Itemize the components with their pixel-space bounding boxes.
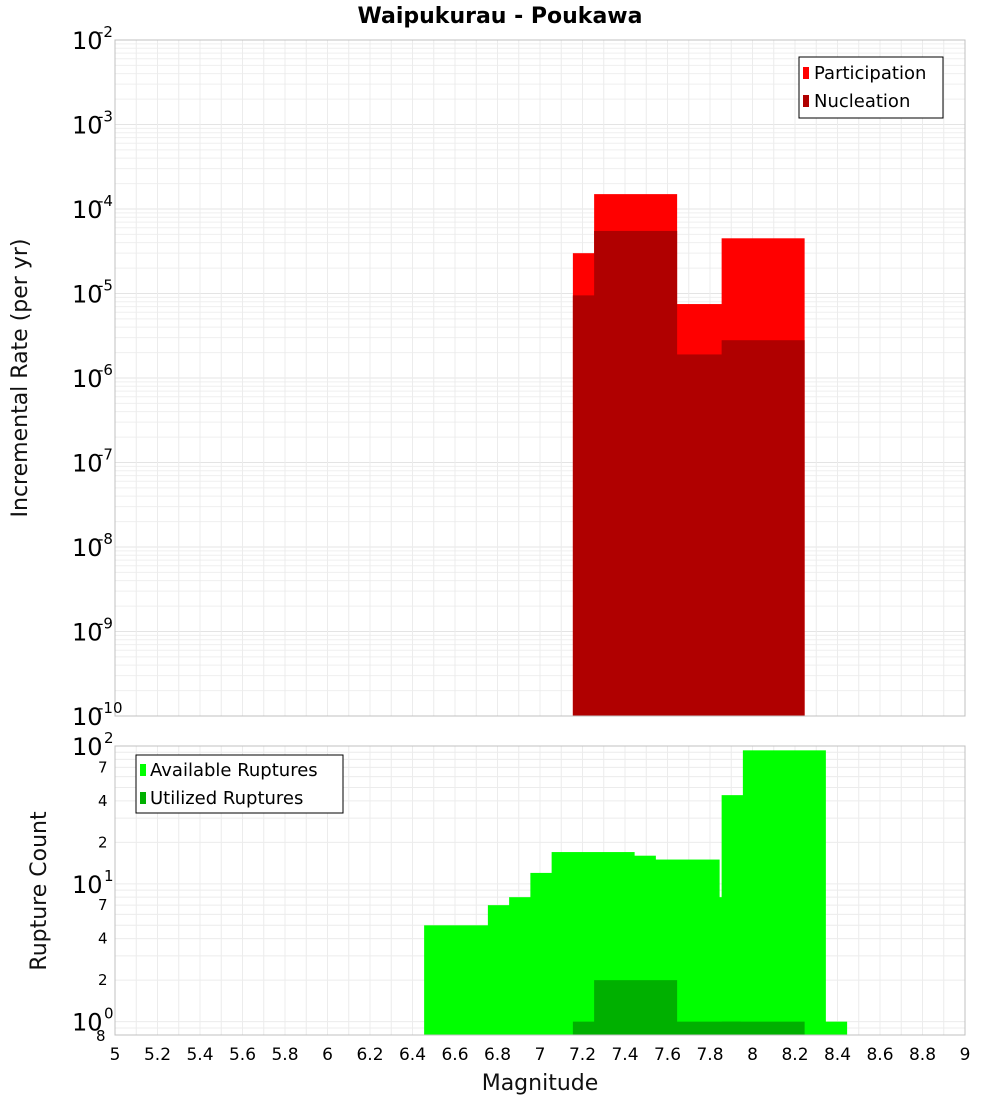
bottom-legend-box xyxy=(135,754,344,814)
bottom-legend-label: Available Ruptures xyxy=(150,760,318,781)
bottom-y-tick-base: 10 xyxy=(72,1009,103,1037)
x-tick-label: 7.4 xyxy=(611,1045,638,1065)
bottom-y-tick-exponent: 1 xyxy=(104,867,114,885)
bottom-y-tick-minor: 2 xyxy=(98,833,108,851)
top-y-tick-labels: 10-210-310-410-510-610-710-810-910-10 xyxy=(72,23,123,731)
bottom-legend-label: Utilized Ruptures xyxy=(150,788,303,809)
top-y-tick-exponent: -10 xyxy=(98,699,123,717)
x-tick-label: 8.6 xyxy=(866,1045,893,1065)
x-tick-label: 7.8 xyxy=(696,1045,723,1065)
top-bars xyxy=(572,194,805,717)
top-legend-swatch xyxy=(803,67,809,79)
top-y-tick-base: 10 xyxy=(72,534,103,562)
bottom-y-axis-title: Rupture Count xyxy=(27,811,52,971)
x-tick-label: 7.6 xyxy=(654,1045,681,1065)
chart-title: Waipukurau - Poukawa xyxy=(358,4,643,29)
top-legend-swatch xyxy=(803,95,809,107)
top-y-tick-exponent: -7 xyxy=(98,446,113,464)
bottom-y-tick-minor: 8 xyxy=(96,1027,106,1045)
x-tick-label: 8 xyxy=(747,1045,758,1065)
top-y-tick-base: 10 xyxy=(72,281,103,309)
x-tick-label: 8.8 xyxy=(909,1045,936,1065)
top-y-tick-base: 10 xyxy=(72,112,103,140)
x-axis-title: Magnitude xyxy=(482,1071,599,1096)
top-bar-nucleation xyxy=(721,340,805,716)
x-tick-label: 6.4 xyxy=(399,1045,426,1065)
x-tick-label: 5 xyxy=(110,1045,121,1065)
top-y-tick-exponent: -4 xyxy=(98,192,113,210)
x-tick-label: 8.4 xyxy=(824,1045,851,1065)
bottom-y-tick-minor: 7 xyxy=(98,758,108,776)
bottom-y-tick-exponent: 0 xyxy=(104,1005,114,1023)
bottom-bars xyxy=(424,750,848,1035)
x-tick-label: 5.4 xyxy=(186,1045,213,1065)
top-y-tick-exponent: -8 xyxy=(98,530,113,548)
top-y-tick-exponent: -2 xyxy=(98,23,113,41)
bottom-y-tick-base: 10 xyxy=(72,733,103,761)
x-tick-label: 6.2 xyxy=(356,1045,383,1065)
top-plot: 10-210-310-410-510-610-710-810-910-10 In… xyxy=(8,23,966,731)
top-y-tick-exponent: -9 xyxy=(98,615,113,633)
top-y-tick-base: 10 xyxy=(72,619,103,647)
top-y-axis-title: Incremental Rate (per yr) xyxy=(8,239,33,518)
x-tick-label: 6 xyxy=(322,1045,333,1065)
top-y-tick-exponent: -6 xyxy=(98,361,113,379)
top-y-tick-base: 10 xyxy=(72,703,103,731)
bottom-bar-utilized xyxy=(657,1021,741,1035)
top-y-tick-base: 10 xyxy=(72,196,103,224)
top-legend-label: Participation xyxy=(814,63,926,84)
x-tick-label: 5.6 xyxy=(229,1045,256,1065)
bottom-bar-utilized xyxy=(721,1021,805,1035)
bottom-y-tick-minor: 2 xyxy=(98,971,108,989)
x-tick-label: 7.2 xyxy=(569,1045,596,1065)
bottom-plot-border xyxy=(114,745,966,1036)
bottom-y-tick-minor: 7 xyxy=(98,896,108,914)
x-tick-label: 7 xyxy=(535,1045,546,1065)
bottom-y-tick-base: 10 xyxy=(72,871,103,899)
x-tick-label: 6.6 xyxy=(441,1045,468,1065)
bottom-legend-swatch xyxy=(140,792,146,804)
x-tick-labels: 5 5.2 5.4 5.6 5.8 6 6.2 6.4 6.6 6.8 7 7.2 7.4 7.6 7.8 8… xyxy=(110,1045,971,1065)
x-tick-label: 9 xyxy=(960,1045,971,1065)
x-tick-label: 6.8 xyxy=(484,1045,511,1065)
bottom-bar-available xyxy=(742,750,826,1035)
top-legend-box xyxy=(798,56,944,119)
top-y-tick-base: 10 xyxy=(72,27,103,55)
top-grid xyxy=(114,40,966,717)
top-y-tick-exponent: -5 xyxy=(98,277,113,295)
bottom-y-tick-minor: 4 xyxy=(98,792,108,810)
x-tick-label: 8.2 xyxy=(781,1045,808,1065)
top-legend: Participation Nucleation xyxy=(798,56,944,119)
bottom-y-tick-minor: 4 xyxy=(98,930,108,948)
bottom-legend: Available Ruptures Utilized Ruptures xyxy=(135,754,344,814)
top-y-tick-exponent: -3 xyxy=(98,108,113,126)
top-y-tick-base: 10 xyxy=(72,450,103,478)
bottom-y-tick-exponent: 2 xyxy=(104,729,114,747)
bottom-legend-swatch xyxy=(140,764,146,776)
top-legend-label: Nucleation xyxy=(814,91,910,112)
x-tick-label: 5.8 xyxy=(271,1045,298,1065)
top-plot-border xyxy=(114,39,966,717)
top-y-tick-base: 10 xyxy=(72,365,103,393)
x-tick-label: 5.2 xyxy=(144,1045,171,1065)
